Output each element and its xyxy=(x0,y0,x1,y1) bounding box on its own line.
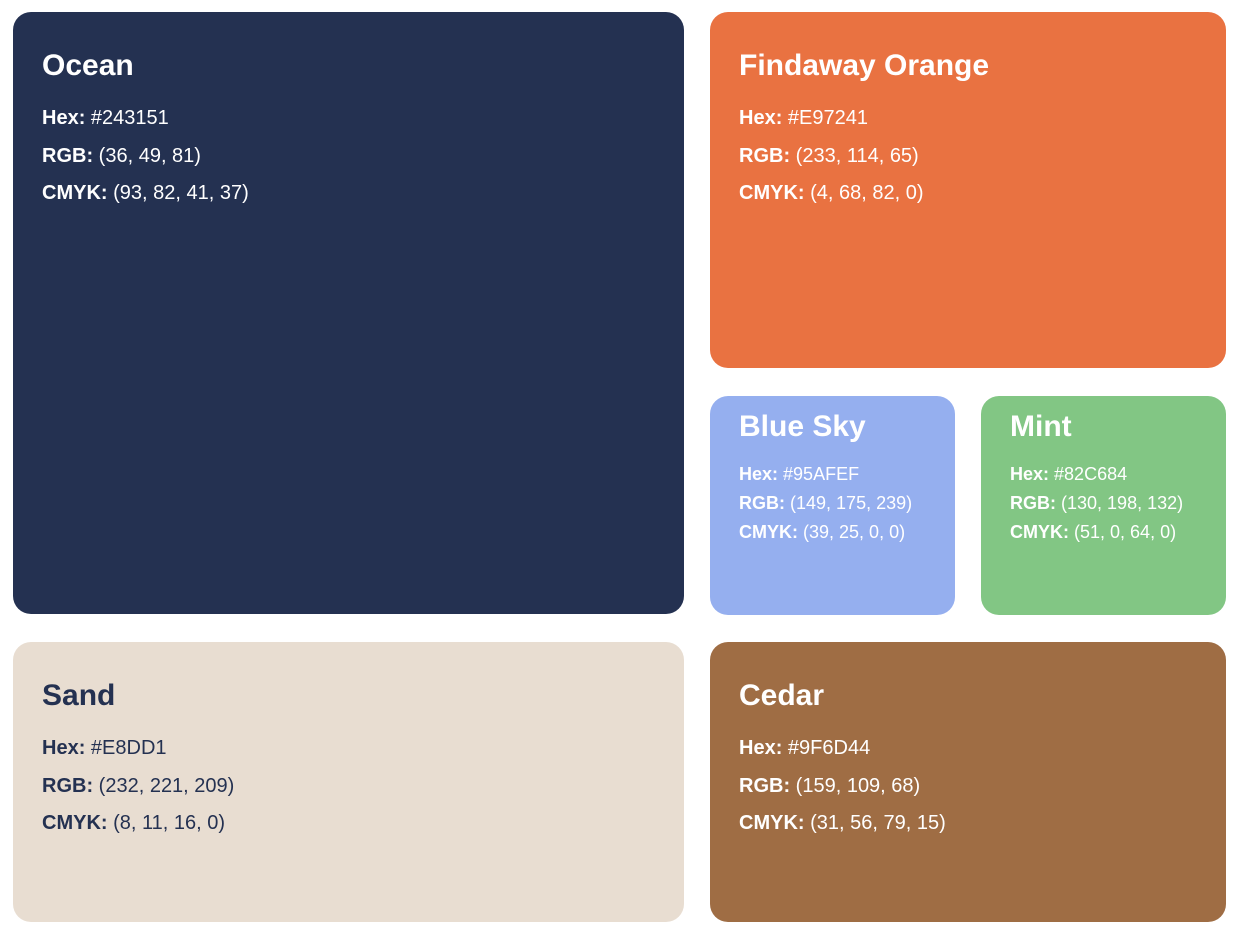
hex-row: Hex: #9F6D44 xyxy=(739,730,946,768)
rgb-row: RGB: (130, 198, 132) xyxy=(1010,489,1183,518)
cmyk-label: CMYK: xyxy=(42,812,108,834)
rgb-row: RGB: (149, 175, 239) xyxy=(739,489,912,518)
rgb-row: RGB: (233, 114, 65) xyxy=(739,138,924,176)
swatch-cedar: Cedar Hex: #9F6D44 RGB: (159, 109, 68) C… xyxy=(710,642,1226,922)
rgb-label: RGB: xyxy=(1010,493,1056,513)
hex-label: Hex: xyxy=(739,107,783,129)
rgb-label: RGB: xyxy=(42,774,94,797)
swatch-values: Hex: #E8DD1 RGB: (232, 221, 209) CMYK: (… xyxy=(42,730,234,843)
rgb-value: (36, 49, 81) xyxy=(98,144,201,167)
rgb-value: (232, 221, 209) xyxy=(98,774,235,797)
swatch-values: Hex: #E97241 RGB: (233, 114, 65) CMYK: (… xyxy=(739,100,924,213)
cmyk-row: CMYK: (31, 56, 79, 15) xyxy=(739,805,946,843)
cmyk-label: CMYK: xyxy=(739,522,798,542)
hex-row: Hex: #82C684 xyxy=(1010,460,1183,489)
swatch-blue-sky: Blue Sky Hex: #95AFEF RGB: (149, 175, 23… xyxy=(710,396,955,615)
hex-label: Hex: xyxy=(1010,464,1050,484)
swatch-values: Hex: #243151 RGB: (36, 49, 81) CMYK: (93… xyxy=(42,100,249,213)
cmyk-row: CMYK: (93, 82, 41, 37) xyxy=(42,175,249,213)
cmyk-label: CMYK: xyxy=(739,182,805,204)
cmyk-row: CMYK: (51, 0, 64, 0) xyxy=(1010,518,1183,547)
rgb-value: (149, 175, 239) xyxy=(790,493,913,513)
cmyk-label: CMYK: xyxy=(739,812,805,834)
hex-label: Hex: xyxy=(42,107,86,129)
rgb-label: RGB: xyxy=(739,774,791,797)
cmyk-label: CMYK: xyxy=(1010,522,1069,542)
rgb-value: (159, 109, 68) xyxy=(795,774,921,797)
hex-label: Hex: xyxy=(739,737,783,759)
hex-value: #9F6D44 xyxy=(787,737,871,759)
cmyk-value: (39, 25, 0, 0) xyxy=(803,522,906,542)
hex-label: Hex: xyxy=(42,737,86,759)
cmyk-value: (93, 82, 41, 37) xyxy=(113,182,249,204)
swatch-name: Ocean xyxy=(42,49,134,82)
swatch-findaway-orange: Findaway Orange Hex: #E97241 RGB: (233, … xyxy=(710,12,1226,368)
rgb-label: RGB: xyxy=(739,144,791,167)
rgb-row: RGB: (159, 109, 68) xyxy=(739,768,946,806)
cmyk-row: CMYK: (39, 25, 0, 0) xyxy=(739,518,912,547)
swatch-values: Hex: #9F6D44 RGB: (159, 109, 68) CMYK: (… xyxy=(739,730,946,843)
hex-row: Hex: #E97241 xyxy=(739,100,924,138)
cmyk-value: (51, 0, 64, 0) xyxy=(1074,522,1177,542)
cmyk-row: CMYK: (4, 68, 82, 0) xyxy=(739,175,924,213)
hex-value: #E8DD1 xyxy=(90,737,167,759)
hex-value: #E97241 xyxy=(787,107,868,129)
cmyk-row: CMYK: (8, 11, 16, 0) xyxy=(42,805,234,843)
hex-value: #243151 xyxy=(90,107,169,129)
hex-row: Hex: #E8DD1 xyxy=(42,730,234,768)
rgb-label: RGB: xyxy=(739,493,785,513)
swatch-ocean: Ocean Hex: #243151 RGB: (36, 49, 81) CMY… xyxy=(13,12,684,614)
swatch-mint: Mint Hex: #82C684 RGB: (130, 198, 132) C… xyxy=(981,396,1226,615)
swatch-sand: Sand Hex: #E8DD1 RGB: (232, 221, 209) CM… xyxy=(13,642,684,922)
swatch-name: Findaway Orange xyxy=(739,49,990,82)
rgb-value: (233, 114, 65) xyxy=(795,144,919,167)
cmyk-label: CMYK: xyxy=(42,182,108,204)
rgb-value: (130, 198, 132) xyxy=(1061,493,1184,513)
swatch-name: Cedar xyxy=(739,679,825,712)
swatch-name: Sand xyxy=(42,679,116,712)
swatch-values: Hex: #95AFEF RGB: (149, 175, 239) CMYK: … xyxy=(739,460,912,547)
hex-row: Hex: #243151 xyxy=(42,100,249,138)
swatch-values: Hex: #82C684 RGB: (130, 198, 132) CMYK: … xyxy=(1010,460,1183,547)
hex-row: Hex: #95AFEF xyxy=(739,460,912,489)
cmyk-value: (8, 11, 16, 0) xyxy=(113,812,226,834)
swatch-name: Blue Sky xyxy=(739,410,866,443)
swatch-name: Mint xyxy=(1010,410,1072,443)
hex-label: Hex: xyxy=(739,464,779,484)
rgb-row: RGB: (36, 49, 81) xyxy=(42,138,249,176)
hex-value: #95AFEF xyxy=(783,464,860,484)
cmyk-value: (31, 56, 79, 15) xyxy=(810,812,946,834)
rgb-label: RGB: xyxy=(42,144,94,167)
rgb-row: RGB: (232, 221, 209) xyxy=(42,768,234,806)
cmyk-value: (4, 68, 82, 0) xyxy=(810,182,924,204)
hex-value: #82C684 xyxy=(1054,464,1128,484)
